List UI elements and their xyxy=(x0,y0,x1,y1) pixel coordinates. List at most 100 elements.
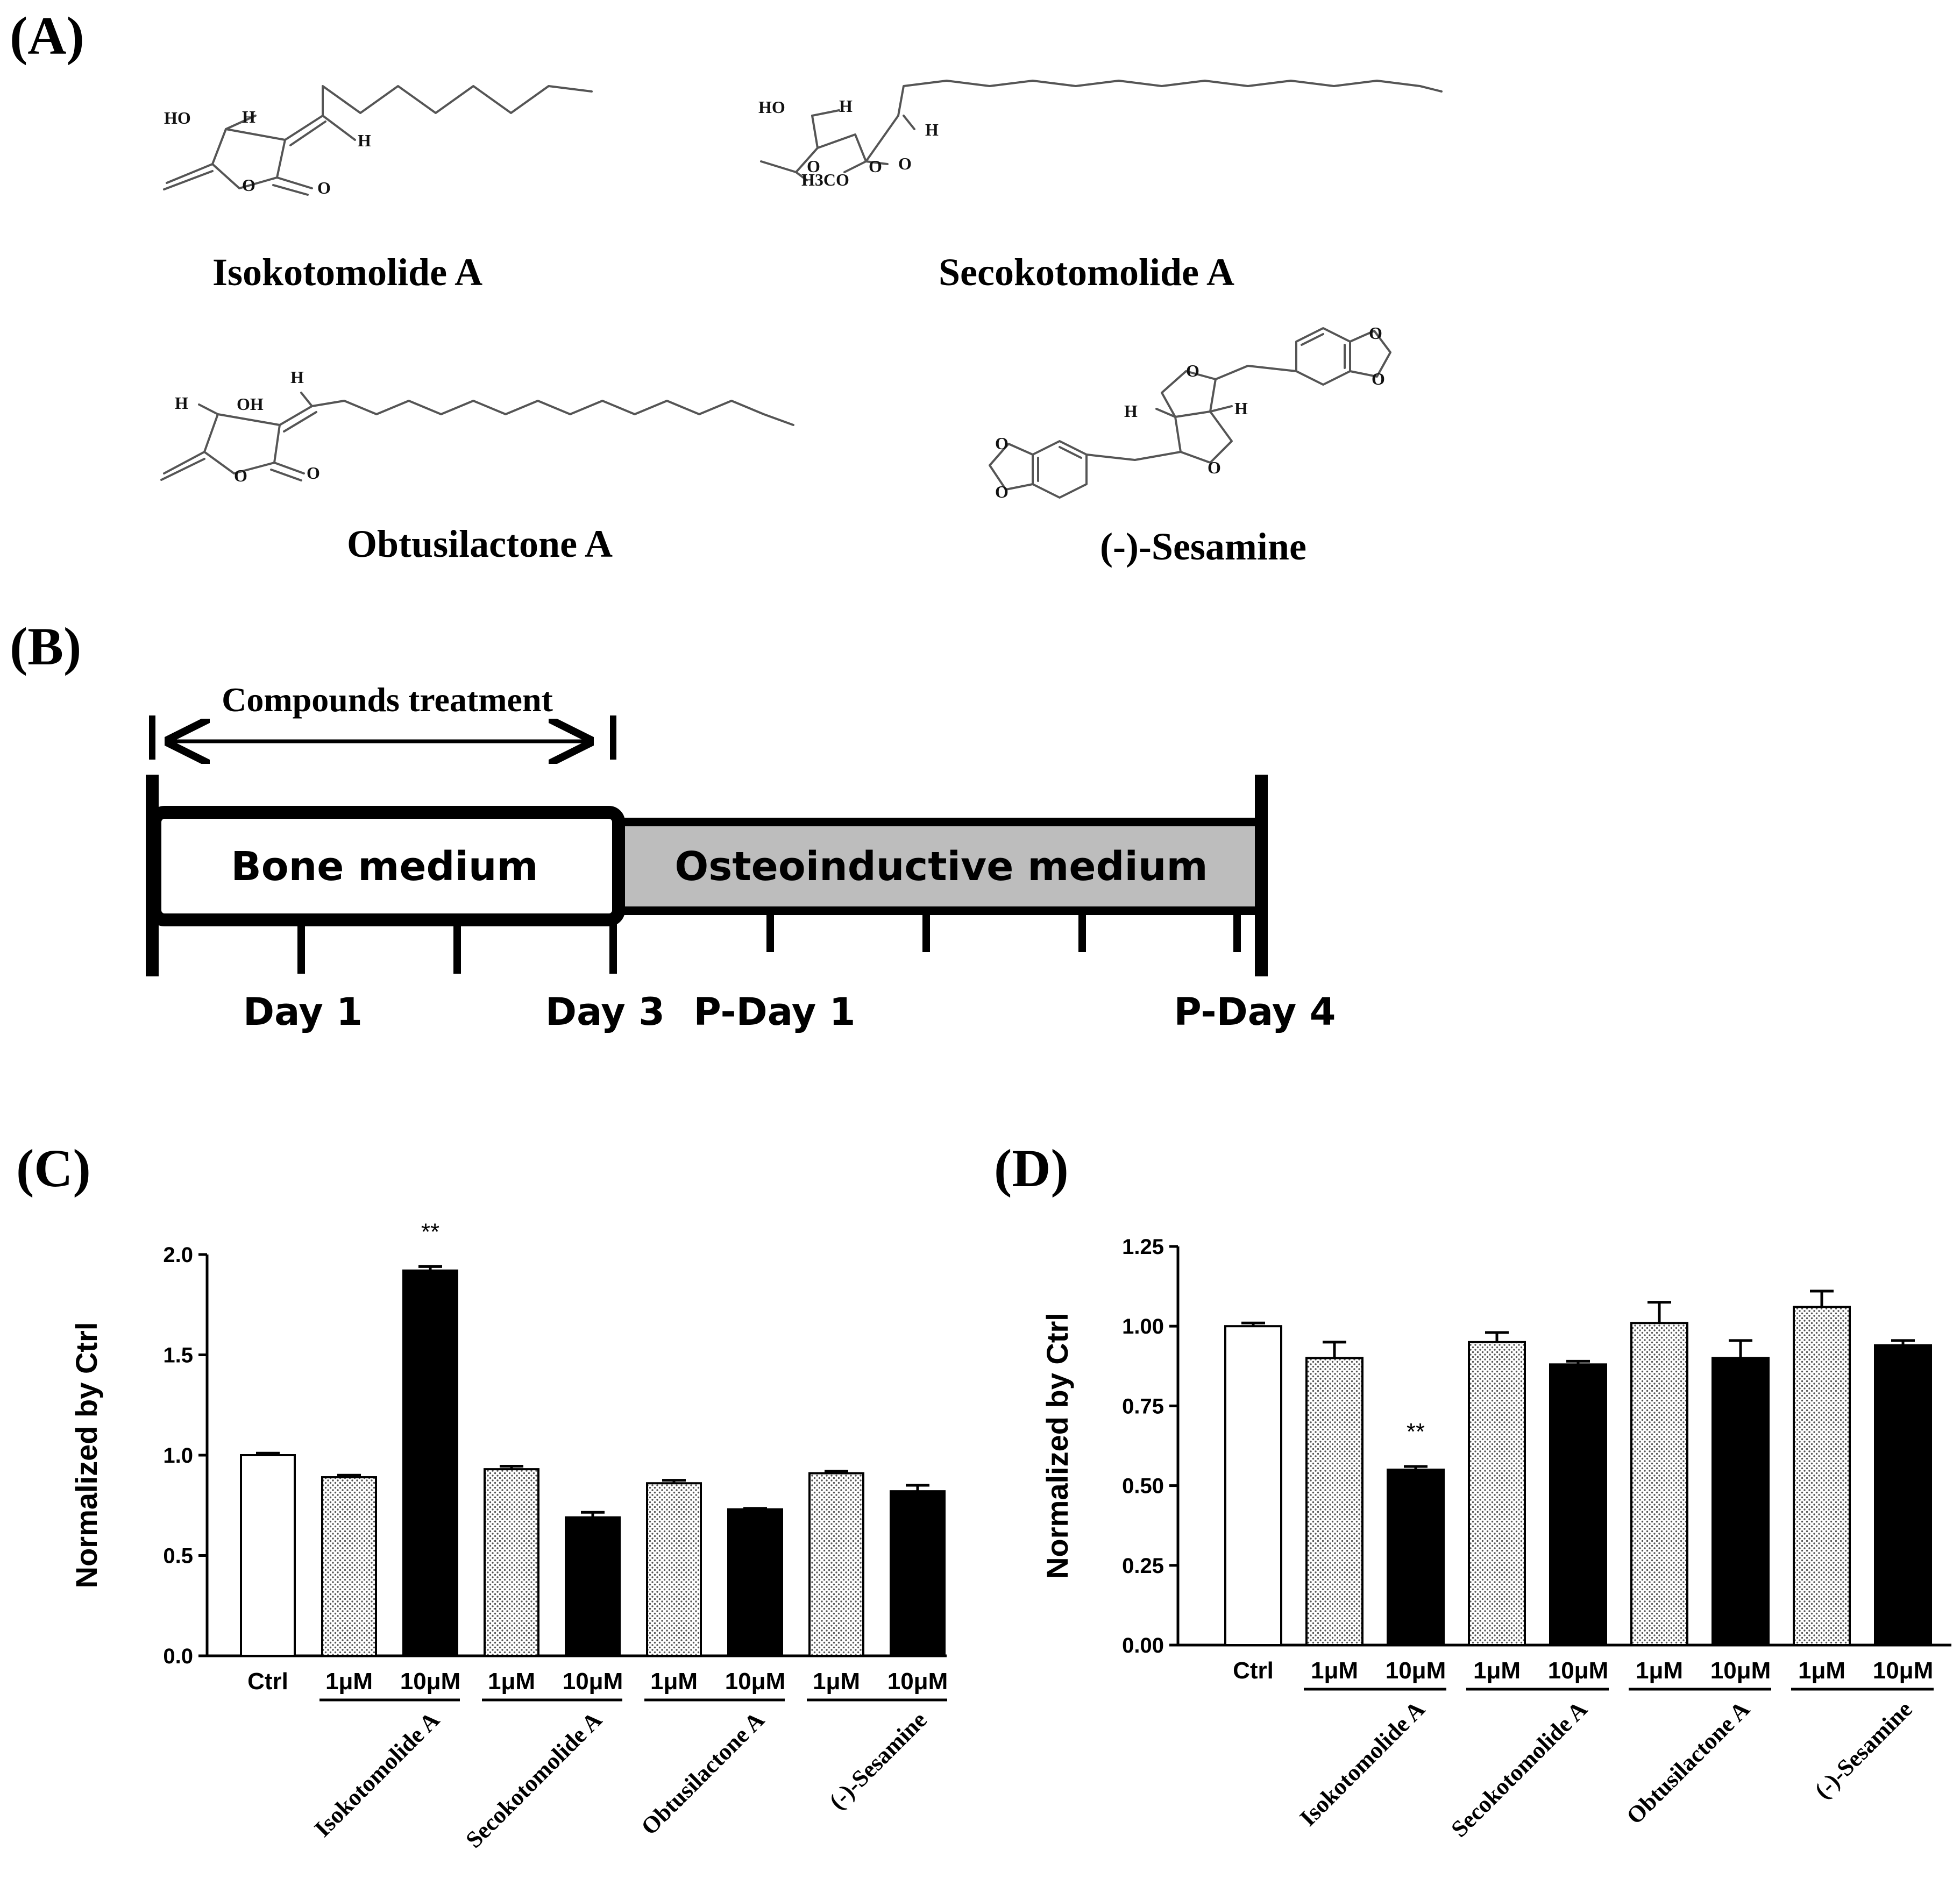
ses-o5-label: O xyxy=(995,434,1009,453)
compound-name-secokotomolide: Secokotomolide A xyxy=(939,251,1234,294)
chart-d: 0.00 0.25 0.50 0.75 1.00 1.25 Normalized by Ct… xyxy=(1040,1235,1951,1842)
ses-h2-label: H xyxy=(1234,399,1248,418)
bar xyxy=(646,1482,702,1657)
group-label: Obtusilactone A xyxy=(1621,1696,1755,1829)
obt-o-ring-label: O xyxy=(234,466,247,485)
y-tick-label: 2.0 xyxy=(163,1243,193,1267)
category-label: 10μM xyxy=(1873,1657,1934,1684)
bar xyxy=(1793,1306,1851,1647)
category-label: 1μM xyxy=(813,1668,860,1695)
day-label: Day 1 xyxy=(243,990,363,1034)
category-label: 10μM xyxy=(563,1668,623,1695)
y-tick-label: 0.50 xyxy=(1122,1475,1164,1498)
category-label: 1μM xyxy=(1311,1657,1358,1684)
y-tick-label: 0.75 xyxy=(1122,1394,1164,1418)
bar xyxy=(402,1269,458,1657)
y-tick-label: 1.5 xyxy=(163,1344,193,1367)
category-label: 10μM xyxy=(1386,1657,1446,1684)
obt-h-left-label: H xyxy=(175,393,188,413)
bar xyxy=(890,1490,946,1657)
bar xyxy=(484,1468,539,1657)
obtusilactone-structure: H H OH O O xyxy=(160,367,794,485)
significance-label: ** xyxy=(1407,1419,1425,1445)
y-axis-label: Normalized by Ctrl xyxy=(69,1322,103,1589)
panel-c-letter: (C) xyxy=(16,1138,91,1198)
category-label: 10μM xyxy=(725,1668,786,1695)
bar xyxy=(727,1508,783,1657)
osteo-medium-label: Osteoinductive medium xyxy=(674,844,1208,890)
ses-h1-label: H xyxy=(1124,401,1138,421)
sesamine-structure: O O O O O O H H xyxy=(989,323,1391,501)
seco-o-b-label: O xyxy=(869,157,882,176)
group-label: Secokotomolide A xyxy=(1446,1696,1592,1842)
category-label: 10μM xyxy=(887,1668,948,1695)
bar xyxy=(1549,1363,1607,1646)
isokotomolide-structure: HO H H O O xyxy=(163,85,593,197)
treatment-label: Compounds treatment xyxy=(222,681,553,719)
group-label: Isokotomolide A xyxy=(309,1706,445,1842)
y-tick-label: 0.00 xyxy=(1122,1634,1164,1657)
iso-h1-label: H xyxy=(242,107,255,126)
bar xyxy=(1468,1341,1526,1647)
y-tick-label: 1.0 xyxy=(163,1444,193,1468)
timeline: Compounds treatment Bone medium Osteoind… xyxy=(146,681,1336,1034)
bone-medium-label: Bone medium xyxy=(231,844,538,890)
panel-a-letter: (A) xyxy=(10,6,84,66)
group-label: (-)-Sesamine xyxy=(1809,1696,1918,1804)
ses-o3-label: O xyxy=(1369,323,1382,343)
bar xyxy=(240,1454,296,1657)
category-label: 1μM xyxy=(1473,1657,1521,1684)
day-label: P-Day 1 xyxy=(693,990,855,1034)
iso-o-carbonyl-label: O xyxy=(317,178,331,197)
bar xyxy=(321,1476,377,1657)
category-label: 1μM xyxy=(1636,1657,1683,1684)
category-label: Ctrl xyxy=(247,1668,288,1695)
seco-o-c-label: O xyxy=(898,154,912,173)
group-label: Obtusilactone A xyxy=(636,1706,769,1840)
secokotomolide-structure: HO H H O O O H3CO xyxy=(758,80,1443,189)
group-label: Secokotomolide A xyxy=(460,1706,607,1853)
y-tick-label: 0.5 xyxy=(163,1544,193,1568)
group-label: Isokotomolide A xyxy=(1295,1696,1430,1831)
category-label: 1μM xyxy=(1798,1657,1845,1684)
seco-h2-label: H xyxy=(925,120,939,139)
seco-h1-label: H xyxy=(839,96,853,116)
group-label: (-)-Sesamine xyxy=(824,1706,932,1815)
category-label: 10μM xyxy=(1548,1657,1609,1684)
y-tick-label: 0.0 xyxy=(163,1645,193,1668)
category-label: Ctrl xyxy=(1233,1657,1274,1684)
bar xyxy=(1630,1322,1688,1646)
category-label: 1μM xyxy=(650,1668,698,1695)
bar xyxy=(808,1472,864,1657)
compound-name-isokotomolide: Isokotomolide A xyxy=(212,251,482,294)
iso-o-ring-label: O xyxy=(242,175,255,195)
seco-h3co-label: H3CO xyxy=(801,170,849,189)
ses-o4-label: O xyxy=(1372,369,1385,388)
chart-c: 0.0 0.5 1.0 1.5 2.0 Normalized by Ctrl Ctrl 1μM… xyxy=(69,1218,948,1853)
panel-b-letter: (B) xyxy=(10,616,81,676)
bar xyxy=(1305,1357,1364,1646)
osteo-medium-box xyxy=(609,818,1266,915)
obt-oh-label: OH xyxy=(237,394,264,414)
iso-h2-label: H xyxy=(358,131,371,150)
ses-o1-label: O xyxy=(1186,361,1199,380)
compound-name-obtusilactone: Obtusilactone A xyxy=(347,522,613,565)
panel-d-letter: (D) xyxy=(994,1138,1069,1198)
iso-ho-label: HO xyxy=(164,108,191,127)
ses-o6-label: O xyxy=(995,482,1009,501)
significance-label: ** xyxy=(421,1218,439,1245)
bar xyxy=(1874,1344,1932,1647)
bar xyxy=(1712,1357,1770,1646)
day-label: P-Day 4 xyxy=(1174,990,1336,1034)
bar xyxy=(565,1516,621,1657)
y-tick-label: 1.00 xyxy=(1122,1315,1164,1338)
bar xyxy=(1387,1468,1445,1646)
category-label: 10μM xyxy=(1710,1657,1771,1684)
category-label: 1μM xyxy=(325,1668,373,1695)
ses-o2-label: O xyxy=(1208,458,1221,477)
category-label: 10μM xyxy=(400,1668,461,1695)
y-tick-label: 1.25 xyxy=(1122,1235,1164,1259)
obt-h-top-label: H xyxy=(290,367,304,387)
seco-o-a-label: O xyxy=(807,157,820,176)
bar xyxy=(1224,1325,1282,1646)
